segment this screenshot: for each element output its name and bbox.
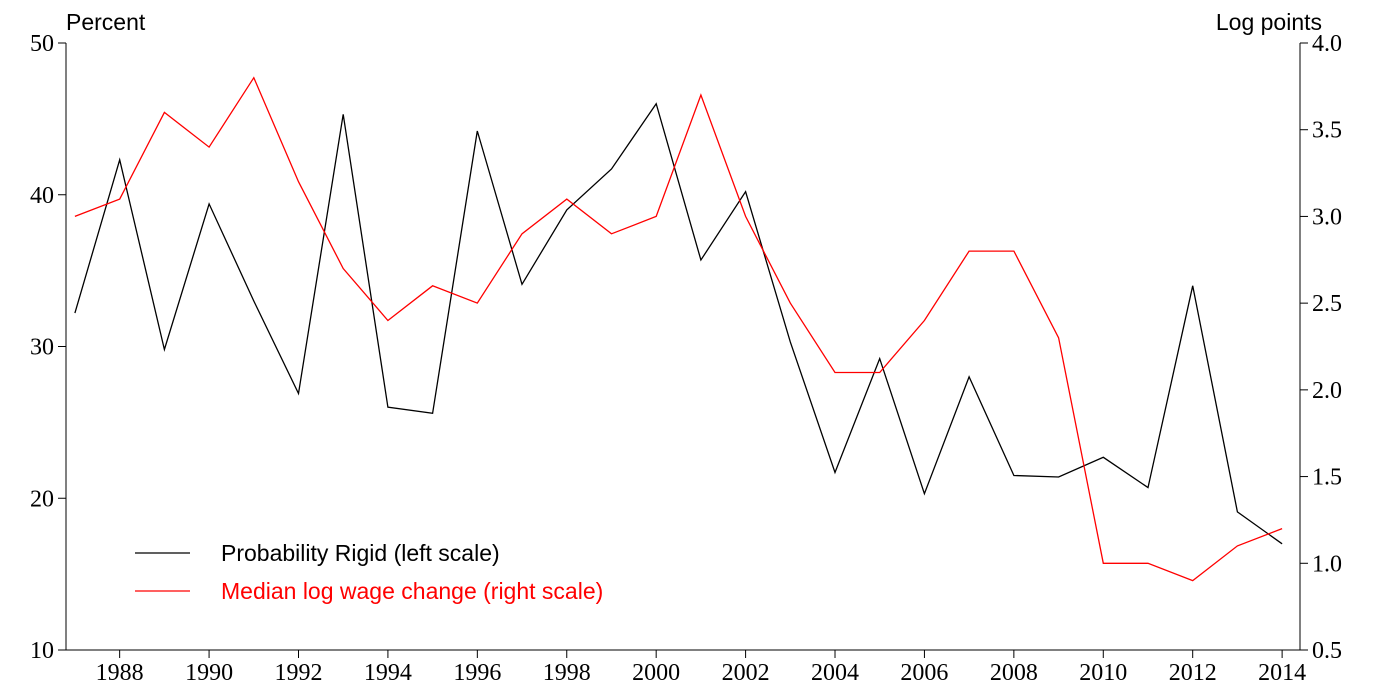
y2-tick-label: 4.0 [1312,31,1342,57]
x-tick-label: 1994 [364,660,412,686]
y2-tick-label: 1.0 [1312,551,1342,577]
y2-tick-label: 3.5 [1312,118,1342,144]
y2-tick-label: 2.5 [1312,291,1342,317]
x-tick-label: 2014 [1258,660,1306,686]
y-tick-label: 40 [30,183,54,209]
y-tick-label: 20 [30,486,54,512]
x-tick-label: 2006 [900,660,948,686]
y2-tick-label: 3.0 [1312,204,1342,230]
x-tick-label: 1992 [274,660,322,686]
y-tick-label: 50 [30,31,54,57]
x-tick-label: 1990 [185,660,233,686]
x-tick-label: 1996 [453,660,501,686]
x-tick-label: 2012 [1169,660,1217,686]
y2-axis-label: Log points [1216,9,1322,35]
legend-label: Median log wage change (right scale) [221,578,603,604]
x-tick-label: 2010 [1079,660,1127,686]
x-tick-label: 1998 [543,660,591,686]
x-tick-label: 2004 [811,660,859,686]
x-tick-label: 2000 [632,660,680,686]
y2-tick-label: 2.0 [1312,378,1342,404]
y-axis-label: Percent [66,9,146,35]
y2-tick-label: 0.5 [1312,638,1342,664]
y2-tick-label: 1.5 [1312,465,1342,491]
legend-label: Probability Rigid (left scale) [221,540,500,566]
y-tick-label: 10 [30,638,54,664]
series-line [74,102,1283,545]
x-tick-label: 2002 [722,660,770,686]
x-tick-label: 1988 [96,660,144,686]
x-tick-label: 2008 [990,660,1038,686]
series-line [74,76,1283,582]
y-tick-label: 30 [30,335,54,361]
